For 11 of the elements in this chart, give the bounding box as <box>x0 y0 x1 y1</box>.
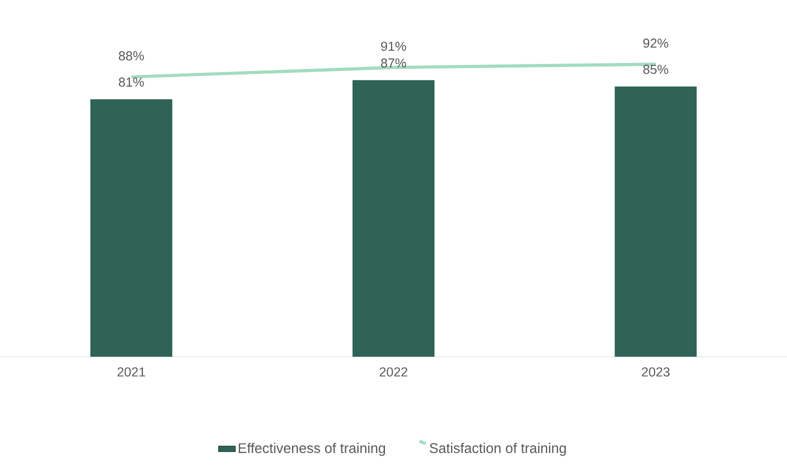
data-label: 92% <box>643 38 668 48</box>
data-label: 88% <box>118 51 144 61</box>
data-label: 81% <box>118 78 144 87</box>
x-tick-label: 2022 <box>380 367 408 377</box>
x-tick-label: 2021 <box>118 367 146 377</box>
legend-label: Satisfaction of training <box>430 442 566 456</box>
legend-label: Effectiveness of training <box>238 442 386 456</box>
x-tick-label: 2023 <box>642 367 670 377</box>
data-label: 91% <box>381 42 406 52</box>
data-label: 87% <box>381 58 406 68</box>
data-label: 85% <box>643 64 668 74</box>
